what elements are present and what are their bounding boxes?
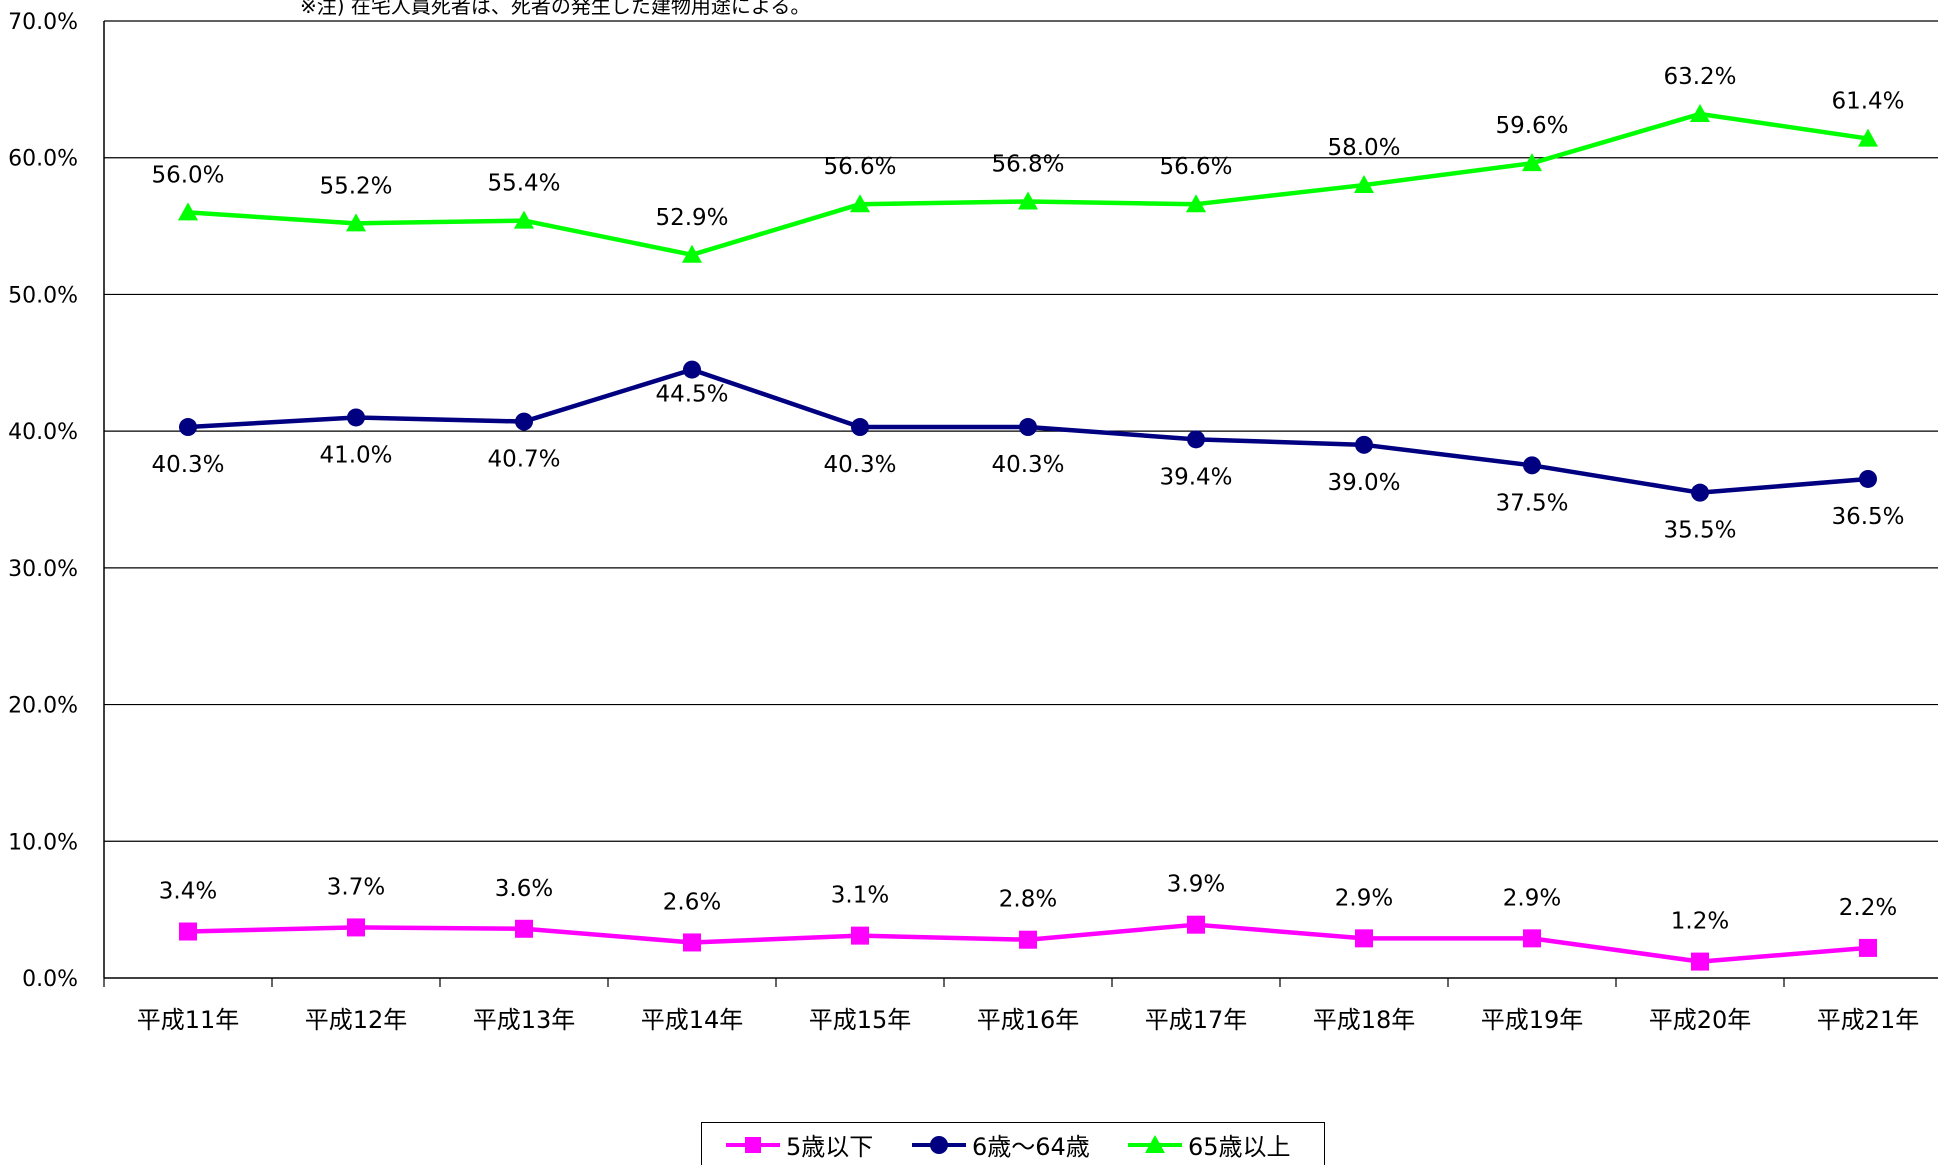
data-label: 56.8% — [991, 151, 1064, 177]
data-label: 40.3% — [151, 452, 224, 478]
data-point — [1858, 128, 1878, 147]
data-label: 3.9% — [1167, 872, 1225, 898]
data-label: 39.4% — [1159, 464, 1232, 490]
data-point — [515, 919, 533, 938]
legend-item-65plus: 65歳以上 — [1126, 1127, 1291, 1162]
data-label: 36.5% — [1831, 504, 1904, 530]
data-point — [1691, 952, 1709, 971]
data-point — [1019, 418, 1037, 437]
data-point — [179, 922, 197, 941]
series-line — [187, 111, 1869, 258]
data-label: 59.6% — [1495, 113, 1568, 139]
data-label: 56.6% — [1159, 154, 1232, 180]
data-point — [1690, 103, 1710, 122]
data-label: 2.6% — [663, 889, 721, 915]
x-tick-label: 平成21年 — [1817, 1006, 1920, 1034]
x-tick-label: 平成13年 — [473, 1006, 576, 1034]
data-point — [347, 918, 365, 937]
data-label: 44.5% — [655, 382, 728, 408]
data-point — [1019, 930, 1037, 949]
data-label: 1.2% — [1671, 909, 1729, 935]
legend-label-65plus: 65歳以上 — [1188, 1133, 1291, 1161]
data-point — [683, 933, 701, 952]
chart-note: ※注) 在宅人員死者は、死者の発生した建物用途による。 — [300, 0, 811, 18]
data-label: 41.0% — [319, 442, 392, 468]
data-label: 40.7% — [487, 447, 560, 473]
y-tick-label: 30.0% — [8, 557, 78, 582]
data-point — [1523, 929, 1541, 948]
data-point — [179, 418, 197, 437]
data-point — [347, 408, 365, 427]
x-tick-label: 平成20年 — [1649, 1006, 1752, 1034]
data-label: 3.7% — [327, 874, 385, 900]
data-label: 2.9% — [1335, 885, 1393, 911]
chart-legend: 5歳以下 6歳～64歳 65歳以上 — [701, 1122, 1325, 1165]
y-tick-label: 70.0% — [8, 10, 78, 35]
data-point — [1355, 435, 1373, 454]
data-point — [514, 210, 534, 229]
data-label: 35.5% — [1663, 518, 1736, 544]
x-tick-label: 平成19年 — [1481, 1006, 1584, 1034]
data-point — [346, 213, 366, 232]
data-point — [1859, 938, 1877, 957]
data-point — [851, 926, 869, 945]
data-point — [1187, 915, 1205, 934]
data-label: 63.2% — [1663, 64, 1736, 90]
legend-label-under5: 5歳以下 — [786, 1133, 874, 1161]
data-label: 3.1% — [831, 883, 889, 909]
data-point — [851, 418, 869, 437]
x-tick-label: 平成18年 — [1313, 1006, 1416, 1034]
data-label: 2.2% — [1839, 895, 1897, 921]
data-point — [1522, 153, 1542, 172]
data-point — [683, 360, 701, 379]
data-label: 55.4% — [487, 171, 560, 197]
legend-item-under5: 5歳以下 — [724, 1127, 873, 1162]
data-label: 56.6% — [823, 154, 896, 180]
data-label: 37.5% — [1495, 490, 1568, 516]
data-point — [1523, 456, 1541, 475]
data-label: 2.9% — [1503, 885, 1561, 911]
data-point — [850, 194, 870, 213]
data-point — [1691, 483, 1709, 502]
x-tick-label: 平成17年 — [1145, 1006, 1248, 1034]
y-tick-label: 40.0% — [8, 420, 78, 445]
x-tick-label: 平成15年 — [809, 1006, 912, 1034]
y-tick-label: 10.0% — [8, 830, 78, 855]
data-label: 2.8% — [999, 887, 1057, 913]
data-label: 40.3% — [823, 452, 896, 478]
y-tick-label: 0.0% — [22, 967, 78, 992]
data-label: 3.6% — [495, 876, 553, 902]
data-point — [682, 244, 702, 263]
data-point — [1187, 430, 1205, 449]
data-label: 39.0% — [1327, 470, 1400, 496]
data-point — [1186, 194, 1206, 213]
data-point — [1354, 175, 1374, 194]
y-tick-label: 20.0% — [8, 694, 78, 719]
data-point — [178, 202, 198, 221]
legend-label-6to64: 6歳～64歳 — [972, 1133, 1090, 1161]
legend-item-6to64: 6歳～64歳 — [910, 1127, 1090, 1162]
data-point — [1355, 929, 1373, 948]
data-label: 52.9% — [655, 205, 728, 231]
data-label: 40.3% — [991, 452, 1064, 478]
data-point — [1018, 191, 1038, 210]
y-tick-label: 60.0% — [8, 147, 78, 172]
y-tick-label: 50.0% — [8, 283, 78, 308]
data-label: 61.4% — [1831, 89, 1904, 115]
x-tick-label: 平成11年 — [137, 1006, 240, 1034]
data-point — [1859, 469, 1877, 488]
x-tick-label: 平成14年 — [641, 1006, 744, 1034]
data-label: 58.0% — [1327, 135, 1400, 161]
data-label: 55.2% — [319, 173, 392, 199]
data-label: 3.4% — [159, 879, 217, 905]
x-tick-label: 平成16年 — [977, 1006, 1080, 1034]
data-label: 56.0% — [151, 162, 224, 188]
x-tick-label: 平成12年 — [305, 1006, 408, 1034]
data-point — [515, 412, 533, 431]
